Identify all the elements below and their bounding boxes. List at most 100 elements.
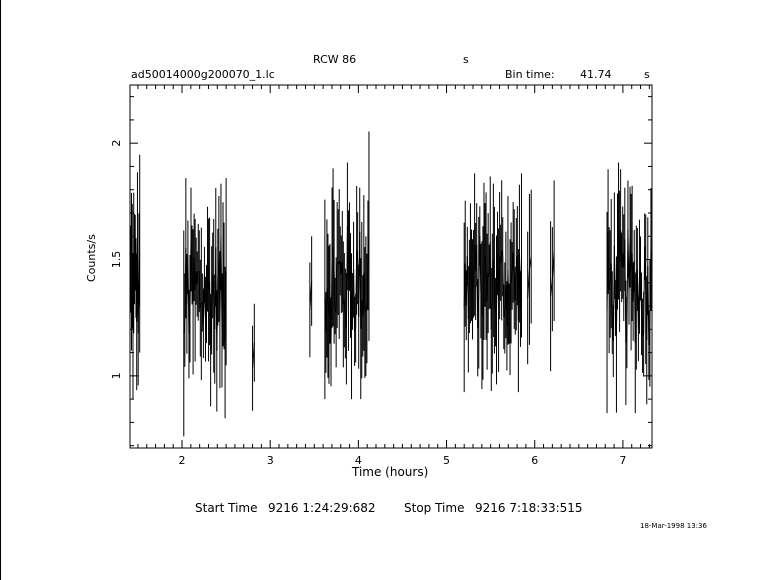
x-tick-label: 4 xyxy=(355,454,362,467)
y-tick-label: 2 xyxy=(110,140,123,147)
y-tick-label: 1.5 xyxy=(110,251,123,269)
x-axis-label: Time (hours) xyxy=(352,465,429,479)
bin-step xyxy=(512,252,515,270)
bin-step xyxy=(482,261,485,303)
bin-step xyxy=(133,259,135,264)
bin-step xyxy=(190,239,193,265)
bin-step xyxy=(333,271,336,307)
bin-step xyxy=(615,251,618,335)
stop-time-label: Stop Time xyxy=(404,501,465,515)
bin-step xyxy=(641,313,644,336)
bin-step xyxy=(196,272,199,285)
bin-step xyxy=(309,281,313,310)
bin-step xyxy=(510,275,513,283)
tick-labels: 2 3 4 5 6 7 1 1.5 2 xyxy=(110,140,626,467)
bin-step xyxy=(359,231,362,329)
bin-step xyxy=(222,274,225,287)
bin-step xyxy=(187,257,190,335)
bin-step xyxy=(355,250,358,329)
bin-step xyxy=(492,260,495,281)
bin-step xyxy=(326,288,329,306)
bin-step xyxy=(489,242,492,330)
bin-step xyxy=(203,275,206,320)
bin-step xyxy=(514,274,517,301)
bin-step xyxy=(335,265,338,313)
bin-step xyxy=(613,245,616,309)
bin-step xyxy=(509,282,512,308)
bin-step xyxy=(494,309,497,313)
bin-step xyxy=(650,249,653,251)
bin-step xyxy=(198,271,201,309)
x-tick-label: 5 xyxy=(443,454,450,467)
date-stamp: 18-Mar-1998 13:36 xyxy=(640,522,707,530)
bin-step xyxy=(498,255,501,301)
bin-time-value: 41.74 xyxy=(580,68,612,81)
bin-step xyxy=(503,307,506,317)
bin-step xyxy=(332,247,335,272)
x-tick-label: 7 xyxy=(619,454,626,467)
bin-step xyxy=(491,260,494,304)
left-border-line xyxy=(0,0,1,580)
y-tick-label: 1 xyxy=(110,372,123,379)
bin-step xyxy=(550,279,553,297)
bin-step xyxy=(252,342,255,369)
bin-step xyxy=(502,256,505,317)
start-time-label: Start Time xyxy=(195,501,258,515)
bin-step xyxy=(472,273,475,290)
bin-step xyxy=(608,283,611,291)
bin-step xyxy=(648,323,651,346)
bin-step xyxy=(508,307,511,314)
bin-step xyxy=(484,254,487,267)
title-unit: s xyxy=(463,53,469,66)
plot-title: RCW 86 xyxy=(313,53,357,66)
bin-step xyxy=(207,259,210,290)
bin-step xyxy=(610,263,613,313)
file-name: ad50014000g200070_1.lc xyxy=(131,68,275,81)
bin-step xyxy=(477,292,480,328)
bin-step xyxy=(528,256,532,270)
stop-time-value: 9216 7:18:33:515 xyxy=(475,501,583,515)
bin-step xyxy=(500,250,503,263)
bin-step xyxy=(480,291,483,316)
bin-step xyxy=(490,303,493,330)
bin-step xyxy=(367,236,370,256)
bin-step xyxy=(364,306,367,313)
bin-step xyxy=(519,255,522,309)
bin-step xyxy=(137,260,140,334)
bin-step xyxy=(643,246,646,335)
bin-step xyxy=(620,230,623,268)
bin-step xyxy=(366,255,369,309)
bin-step xyxy=(468,263,471,287)
bin-step xyxy=(507,270,510,314)
bin-step xyxy=(647,266,650,346)
bin-step xyxy=(348,246,352,286)
bin-step xyxy=(189,239,192,309)
bin-step xyxy=(210,300,213,351)
bin-step xyxy=(132,262,135,327)
bin-step xyxy=(649,249,652,324)
bin-step xyxy=(639,268,643,314)
bin-step xyxy=(212,275,215,296)
bin-step xyxy=(479,235,482,292)
bin-step xyxy=(551,250,555,280)
bin-time-unit: s xyxy=(644,68,650,81)
bin-step xyxy=(476,244,479,328)
bin-step xyxy=(129,269,132,317)
start-time-value: 9216 1:24:29:682 xyxy=(268,501,376,515)
bin-step xyxy=(634,297,637,343)
bin-step xyxy=(493,280,496,313)
bin-step xyxy=(467,286,470,320)
bin-step xyxy=(224,271,227,343)
bin-step xyxy=(351,301,354,327)
bin-step xyxy=(204,303,207,320)
bin-step xyxy=(199,303,202,309)
bin-step xyxy=(466,256,469,320)
bin-step xyxy=(644,246,647,290)
bin-step xyxy=(341,261,344,305)
bin-step xyxy=(469,263,472,276)
bin-step xyxy=(134,252,137,279)
bin-step xyxy=(183,320,186,334)
x-tick-label: 6 xyxy=(531,454,538,467)
